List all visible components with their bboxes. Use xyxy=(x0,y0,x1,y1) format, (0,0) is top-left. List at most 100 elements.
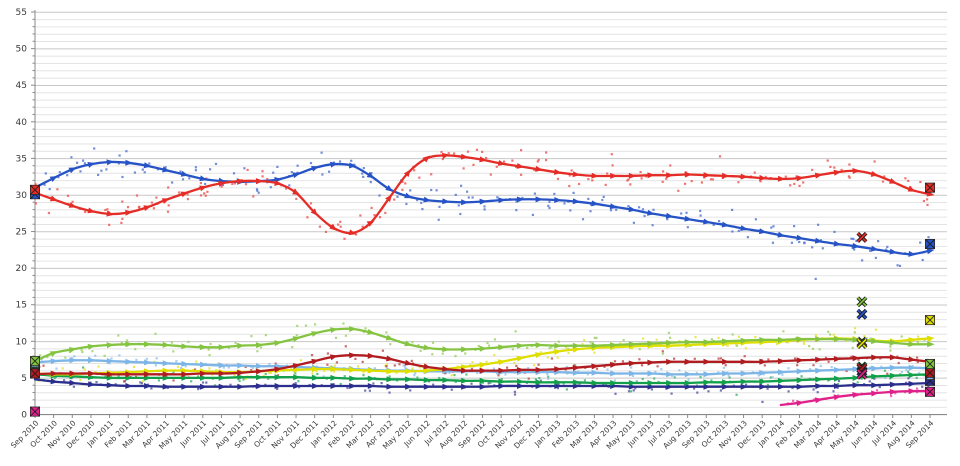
scatter-point xyxy=(915,376,918,379)
scatter-point xyxy=(557,340,560,343)
trend-arrow-marker xyxy=(144,383,152,389)
trend-arrow-marker xyxy=(703,339,711,346)
scatter-point xyxy=(724,364,727,367)
scatter-point xyxy=(894,392,897,395)
trend-arrow-marker xyxy=(591,369,599,376)
scatter-point xyxy=(845,369,848,373)
scatter-point xyxy=(627,178,630,181)
scatter-point xyxy=(244,365,247,369)
trend-arrow-marker xyxy=(292,336,301,342)
trend-arrow-marker xyxy=(162,166,170,173)
trend-arrow-marker xyxy=(815,356,823,363)
scatter-point xyxy=(83,368,86,371)
y-tick-label: 15 xyxy=(16,301,27,311)
scatter-point xyxy=(261,170,264,173)
scatter-point xyxy=(385,365,388,368)
scatter-point xyxy=(884,376,887,380)
scatter-point xyxy=(886,372,889,375)
scatter-point xyxy=(466,190,469,193)
scatter-point xyxy=(184,365,187,368)
scatter-point xyxy=(900,370,903,373)
scatter-point xyxy=(587,178,590,181)
scatter-point xyxy=(134,348,137,351)
trend-arrow-marker xyxy=(888,177,897,184)
scatter-point xyxy=(847,175,850,178)
scatter-point xyxy=(821,247,824,250)
trend-arrow-marker xyxy=(274,340,282,347)
scatter-point xyxy=(520,149,523,152)
scatter-point xyxy=(798,240,801,244)
scatter-point xyxy=(904,177,907,180)
trend-arrow-marker xyxy=(591,379,599,386)
scatter-point xyxy=(194,166,197,169)
scatter-point xyxy=(250,335,253,338)
scatter-point xyxy=(420,201,423,204)
trend-arrow-marker xyxy=(759,174,767,181)
scatter-point xyxy=(556,177,560,180)
trend-arrow-marker xyxy=(106,342,115,349)
trend-arrow-marker xyxy=(610,172,618,179)
square-marker-cross xyxy=(925,367,935,378)
trend-arrow-marker xyxy=(665,212,674,219)
scatter-point xyxy=(880,365,883,368)
scatter-point xyxy=(827,379,830,382)
trend-arrow-marker xyxy=(740,173,749,180)
trend-arrow-marker xyxy=(442,346,450,353)
trend-arrow-marker xyxy=(218,383,227,390)
scatter-point xyxy=(527,367,530,370)
series-light-green-x-marker xyxy=(856,296,868,308)
scatter-point xyxy=(321,173,324,176)
trend-arrow-marker xyxy=(498,197,506,204)
scatter-point xyxy=(629,183,632,186)
scatter-point xyxy=(869,249,872,252)
trend-arrow-marker xyxy=(553,349,562,355)
scatter-point xyxy=(344,345,347,348)
scatter-point xyxy=(97,365,100,368)
scatter-point xyxy=(731,333,734,336)
scatter-point xyxy=(829,333,832,336)
scatter-point xyxy=(244,377,247,380)
trend-arrow-marker xyxy=(329,223,337,231)
scatter-point xyxy=(514,330,517,333)
scatter-point xyxy=(268,371,271,374)
trend-arrow-marker xyxy=(852,168,860,175)
trend-arrow-marker xyxy=(684,358,693,365)
scatter-point xyxy=(353,163,356,166)
scatter-point xyxy=(837,379,841,383)
scatter-point xyxy=(661,180,664,183)
scatter-point xyxy=(619,342,622,345)
scatter-point xyxy=(650,388,653,391)
scatter-point xyxy=(796,364,799,367)
scatter-point xyxy=(763,364,766,367)
scatter-point xyxy=(105,168,108,171)
scatter-point xyxy=(591,179,594,182)
scatter-point xyxy=(470,367,473,370)
scatter-point xyxy=(695,384,698,387)
scatter-point xyxy=(533,168,536,172)
scatter-point xyxy=(670,392,673,395)
scatter-point xyxy=(568,184,571,188)
scatter-point xyxy=(310,354,314,357)
trend-arrow-marker xyxy=(125,209,133,216)
y-tick-label: 40 xyxy=(16,118,28,128)
trend-arrow-marker xyxy=(889,248,898,255)
scatter-point xyxy=(743,355,746,358)
scatter-point xyxy=(170,341,173,344)
scatter-point xyxy=(591,341,594,344)
scatter-point xyxy=(520,173,523,176)
trend-arrow-marker xyxy=(572,198,581,205)
scatter-point xyxy=(919,241,922,244)
scatter-point xyxy=(166,386,169,389)
scatter-point xyxy=(179,170,182,173)
trend-arrow-marker xyxy=(759,369,767,376)
trend-arrow-marker xyxy=(162,360,171,367)
scatter-point xyxy=(471,196,474,199)
scatter-point xyxy=(577,370,580,373)
scatter-point xyxy=(193,368,197,371)
trend-arrow-marker xyxy=(759,378,767,385)
scatter-point xyxy=(416,199,419,202)
scatter-point xyxy=(97,173,100,176)
trend-arrow-marker xyxy=(311,358,320,365)
scatter-point xyxy=(117,374,120,377)
scatter-point xyxy=(176,365,179,368)
